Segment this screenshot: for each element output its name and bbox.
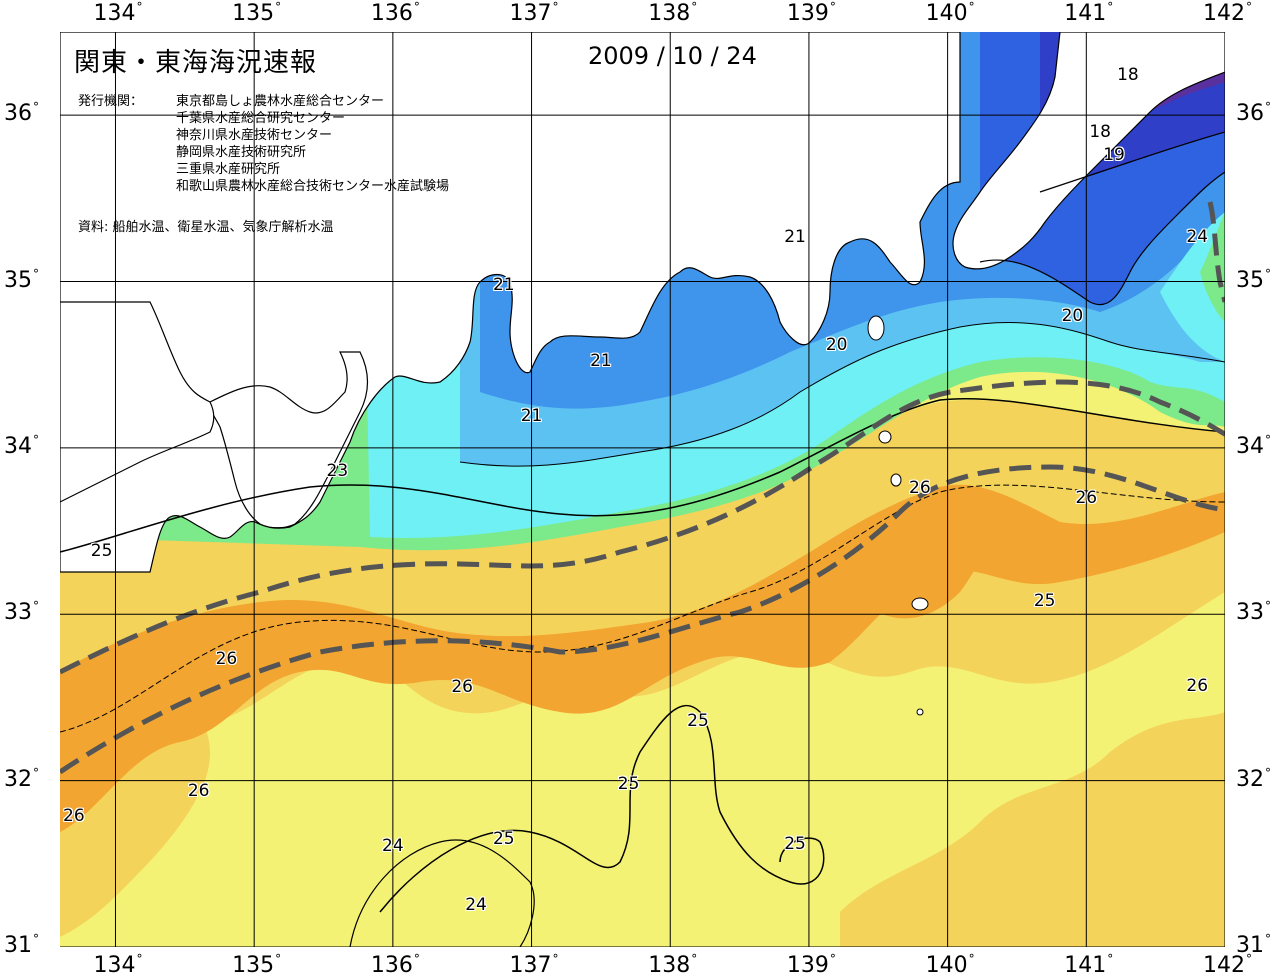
isotherm-area-24-cape: [1200, 212, 1225, 322]
isotherm-area-23-cape: [1160, 212, 1225, 362]
lon-label-top: 142°: [1203, 0, 1252, 26]
map-date: 2009 / 10 / 24: [588, 42, 757, 70]
isotherm-label: 18: [1117, 65, 1139, 86]
isotherm-label: 19: [1103, 145, 1125, 166]
issuer-item: 和歌山県農林水産総合技術センター水産試験場: [176, 179, 450, 194]
isotherm-label: 20: [825, 334, 848, 355]
isotherm-label: 26: [909, 477, 931, 498]
isotherm-label: 26: [1186, 675, 1209, 696]
isotherm-label: 26: [187, 780, 210, 801]
isotherm-area-27-east: [850, 502, 989, 619]
isotherm-line-20: [979, 171, 1225, 306]
lon-label-bottom: 142°: [1203, 952, 1252, 978]
lat-label-right: 35°: [1236, 266, 1271, 293]
lon-label-top: 137°: [509, 0, 559, 26]
isotherm-label: 21: [520, 406, 543, 427]
isotherm-label: 25: [1033, 590, 1056, 611]
lon-label-bottom: 134°: [93, 952, 143, 978]
isotherm-line-26: [60, 484, 1225, 733]
isotherm-label: 18: [1089, 121, 1111, 142]
lon-label-top: 136°: [370, 0, 420, 26]
issuer-list: 東京都島しょ農林水産総合センター 千葉県水産総合研究センター 神奈川県水産技術セ…: [176, 93, 576, 195]
lon-label-bottom: 136°: [370, 952, 420, 978]
lat-label-right: 31°: [1236, 932, 1271, 958]
isotherm-label: 20: [1061, 306, 1084, 327]
isotherm-label: 26: [63, 805, 85, 826]
lat-label-left: 35°: [4, 266, 39, 293]
island-toshima: [878, 430, 892, 444]
isotherm-label: 25: [784, 833, 806, 854]
isotherm-label: 25: [617, 773, 640, 794]
lon-label-bottom: 138°: [648, 952, 698, 978]
lat-label-right: 32°: [1236, 765, 1271, 792]
isotherm-line-25-north: [60, 397, 1225, 553]
data-source-note: 資料: 船舶水温、衛星水温、気象庁解析水温: [78, 220, 334, 235]
isotherm-line-24-south: [349, 839, 535, 947]
island-miyake: [890, 473, 902, 487]
isotherm-line-19: [1039, 131, 1225, 193]
isotherm-label: 26: [215, 649, 238, 670]
land-kii-peninsula: [209, 351, 369, 529]
issuer-item: 東京都島しょ農林水産総合センター: [176, 94, 385, 109]
issuer-label: 発行機関：: [78, 94, 144, 109]
issuer-item: 神奈川県水産技術センター: [176, 128, 333, 143]
isotherm-label: 25: [687, 710, 709, 731]
lat-label-left: 33°: [4, 599, 39, 626]
issuer-item: 三重県水産研究所: [176, 162, 281, 177]
land-shikoku-east: [60, 301, 215, 503]
isotherm-label: 25: [492, 828, 515, 849]
isotherm-area-26-southeast: [840, 712, 1225, 947]
lon-label-top: 134°: [93, 0, 143, 26]
kuroshio-axis-east: [1207, 201, 1225, 303]
lat-label-left: 34°: [4, 432, 39, 459]
isotherm-label: 26: [451, 677, 474, 698]
map-title: 関東・東海海況速報: [74, 48, 318, 78]
land-boso-peninsula: [952, 32, 1225, 270]
lon-label-top: 138°: [648, 0, 698, 26]
isotherm-label: 26: [1075, 487, 1098, 508]
lon-label-bottom: 137°: [509, 952, 559, 978]
lon-label-bottom: 140°: [925, 952, 975, 978]
lon-label-bottom: 141°: [1064, 952, 1114, 978]
isotherm-label: 21: [590, 351, 612, 372]
lon-label-bottom: 139°: [786, 952, 836, 978]
isotherm-line-22: [459, 321, 1225, 467]
isotherm-label: 24: [465, 895, 487, 916]
lon-label-top: 135°: [232, 0, 282, 26]
lat-label-right: 36°: [1236, 100, 1271, 127]
isotherm-label: 24: [382, 835, 404, 856]
isotherm-label: 25: [90, 541, 113, 562]
isotherm-label: 21: [492, 274, 515, 295]
lat-label-right: 34°: [1236, 432, 1271, 459]
isotherm-line-25-south: [379, 704, 825, 913]
lon-label-top: 141°: [1064, 0, 1114, 26]
issuer-item: 静岡県水産技術研究所: [176, 145, 307, 160]
lat-lon-grid: [60, 32, 1225, 947]
lon-label-bottom: 135°: [232, 952, 282, 978]
isotherm-label: 21: [784, 226, 806, 247]
lat-label-left: 31°: [4, 932, 39, 958]
island-aogashima: [916, 708, 924, 716]
lon-label-top: 140°: [925, 0, 975, 26]
lon-label-top: 139°: [786, 0, 836, 26]
kuroshio-axis-north: [60, 379, 1225, 675]
kuroshio-axis-south: [60, 464, 1225, 775]
isotherm-label: 24: [1186, 226, 1209, 247]
lat-label-right: 33°: [1236, 599, 1271, 626]
isotherm-label: 23: [326, 461, 349, 482]
sea-temperature-map: [60, 32, 1225, 947]
island-oshima: [867, 315, 885, 341]
island-hachijo: [911, 597, 929, 611]
lat-label-left: 32°: [4, 765, 39, 792]
issuer-item: 千葉県水産総合研究センター: [176, 111, 346, 126]
lat-label-left: 36°: [4, 100, 39, 127]
